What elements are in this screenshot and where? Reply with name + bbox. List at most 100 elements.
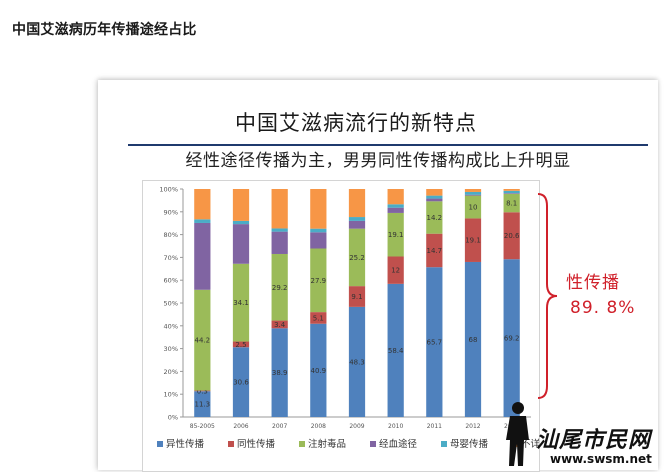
- bar-segment: [348, 306, 366, 417]
- legend-swatch: [441, 441, 447, 447]
- x-tick-label: 2006: [233, 423, 248, 430]
- legend-swatch: [157, 441, 163, 447]
- y-tick-label: 70%: [164, 254, 178, 262]
- bar-segment: [464, 261, 482, 417]
- data-label: 19.1: [465, 237, 481, 245]
- data-label: 34.1: [233, 299, 249, 307]
- x-tick-label: 2007: [272, 423, 287, 430]
- bar-segment: [426, 233, 443, 268]
- bar-segment: [194, 189, 211, 220]
- legend-label: 不详: [521, 438, 539, 450]
- bar-segment: [387, 283, 404, 417]
- data-label: 19.1: [388, 231, 404, 239]
- y-tick-label: 80%: [164, 231, 178, 239]
- data-label: 11.3: [195, 401, 211, 409]
- data-label: 58.4: [388, 347, 404, 355]
- x-tick-label: 85-2005: [190, 423, 215, 430]
- bar-segment: [387, 212, 404, 257]
- bar-segment: [503, 212, 520, 260]
- y-tick-label: 30%: [164, 345, 178, 353]
- watermark-logo: [506, 402, 529, 466]
- legend-label: 同性传播: [237, 438, 276, 450]
- bar-segment: [232, 224, 250, 264]
- data-label: 29.2: [272, 284, 288, 292]
- bar-segment: [503, 193, 520, 194]
- bar-segment: [194, 222, 211, 290]
- bar-segment: [232, 347, 250, 417]
- bar-segment: [310, 248, 327, 313]
- bar-segment: [232, 189, 250, 221]
- bar-segment: [194, 219, 211, 223]
- legend-swatch: [370, 441, 376, 447]
- chart-frame: 0% 10% 20% 30% 40% 50% 60% 70% 80% 90% 100% 11.3 0.3…: [142, 180, 540, 472]
- bar-segment: [310, 323, 327, 417]
- data-label: 38.9: [272, 369, 288, 377]
- x-tick-label: 2010: [388, 423, 403, 430]
- y-tick-label: 90%: [164, 208, 178, 216]
- bar-segment: [310, 312, 327, 324]
- bar-segment: [271, 253, 288, 321]
- y-tick-label: 50%: [164, 300, 178, 308]
- bar-segment: [271, 231, 288, 254]
- bar-segment: [464, 218, 482, 262]
- data-label: 3.4: [274, 321, 286, 329]
- bar-segment: [426, 267, 443, 417]
- x-tick-label: 2008: [311, 423, 326, 430]
- bar-segment: [503, 259, 520, 417]
- data-label: 30.6: [233, 379, 249, 387]
- bar-segment: [503, 189, 520, 191]
- legend-label: 母婴传播: [450, 438, 489, 450]
- bar-segment: [464, 189, 482, 192]
- bar-segment: [426, 201, 443, 234]
- legend-label: 注射毒品: [308, 438, 346, 450]
- x-tick-label: 2012: [465, 423, 480, 430]
- y-tick-label: 100%: [159, 186, 178, 194]
- bracket-icon: [537, 193, 558, 399]
- bar-segment: [271, 228, 288, 232]
- bar-segment: [310, 189, 327, 229]
- y-tick-label: 40%: [164, 322, 178, 330]
- bar-segment: [464, 191, 482, 195]
- legend-swatch: [228, 441, 234, 447]
- callout-value: 89. 8%: [570, 298, 636, 318]
- y-tick-label: 10%: [164, 391, 178, 399]
- watermark-url: www.swsm.net: [550, 452, 652, 466]
- bar-segment: [348, 189, 366, 218]
- y-tick-label: 20%: [164, 368, 178, 376]
- page-title: 中国艾滋病历年传播途经占比: [12, 22, 197, 38]
- watermark-text: 汕尾市民网: [536, 427, 652, 453]
- bar-segment: [271, 320, 288, 329]
- data-label: 20.6: [504, 232, 520, 240]
- bar-segment: [271, 189, 288, 229]
- data-label: 40.9: [311, 367, 327, 375]
- callout-label: 性传播: [566, 273, 620, 293]
- legend-label: 经血途径: [379, 438, 418, 450]
- data-label: 2.5: [235, 341, 246, 349]
- data-label: 10: [469, 204, 478, 212]
- legend-swatch: [299, 441, 305, 447]
- slide-subtitle: 经性途径传播为主，男男同性传播构成比上升明显: [185, 151, 571, 171]
- bar-segment: [387, 207, 404, 213]
- data-label: 9.1: [351, 293, 362, 301]
- bar-segment: [348, 286, 366, 307]
- bar-segment: [426, 189, 443, 196]
- bar-segment: [348, 217, 366, 221]
- bar-segment: [503, 190, 520, 194]
- data-label: 65.7: [427, 339, 443, 347]
- data-label: 14.2: [427, 214, 443, 222]
- data-label: 5.1: [313, 314, 324, 322]
- x-tick-label: 2009: [349, 423, 364, 430]
- data-label: 12: [391, 267, 400, 275]
- bar-segment: [194, 289, 211, 391]
- data-label: 48.3: [349, 358, 365, 366]
- bar-segment: [426, 198, 443, 202]
- bar-segment: [348, 220, 366, 229]
- bar-segment: [310, 232, 327, 249]
- bar-segment: [271, 328, 288, 417]
- bar-segment: [464, 194, 482, 196]
- x-tick-label: 2011: [427, 423, 442, 430]
- legend-label: 异性传播: [166, 438, 205, 450]
- bar-segment: [194, 391, 211, 417]
- bar-segment: [232, 263, 250, 342]
- bar-segment: [464, 195, 482, 219]
